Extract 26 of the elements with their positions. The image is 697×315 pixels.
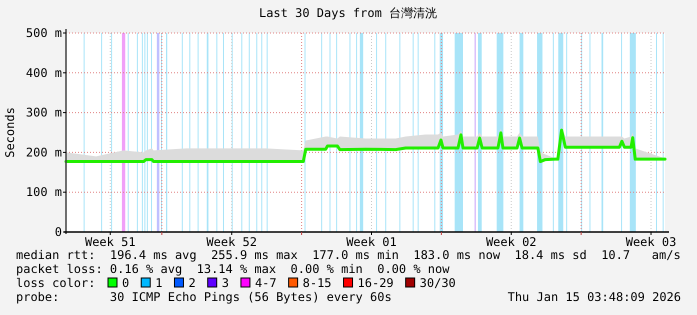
legend-label: 2 (188, 276, 196, 290)
x-tick-label: Week 02 (486, 235, 537, 249)
y-tick-label: 0 (54, 225, 62, 239)
text: Thu Jan 15 03:48:09 2026 (508, 290, 681, 304)
x-tick-label: Week 51 (84, 235, 136, 249)
legend-label: 30/30 (420, 276, 456, 290)
y-tick-label: 300 m (26, 106, 62, 120)
x-tick-label: Week 01 (346, 235, 397, 249)
legend-label: 16-29 (358, 276, 394, 290)
y-tick-label: 500 m (26, 26, 62, 40)
legend-title: loss color: (16, 276, 96, 290)
y-tick-label: 200 m (26, 145, 62, 160)
y-tick-label: 400 m (26, 66, 62, 80)
text: median rtt: 196.4 ms avg 255.9 ms max 177.0 ms min 183.0 ms now 18.4 ms sd 10.7 am/s (16, 248, 681, 262)
y-tick-label: 100 m (26, 185, 62, 200)
legend-label: 0 (122, 276, 130, 290)
legend-label: 1 (155, 276, 162, 290)
y-axis-title: Seconds (3, 107, 17, 158)
chart-title: Last 30 Days from 台灣清洸 (258, 6, 438, 20)
x-tick-label: Week 52 (206, 235, 258, 249)
text: probe: 30 ICMP Echo Pings (56 Bytes) every 60s (16, 290, 392, 304)
legend-label: 3 (222, 276, 229, 290)
legend-label: 4-7 (254, 276, 277, 290)
x-tick-label: Week 03 (626, 235, 676, 249)
text: packet loss: 0.16 % avg 13.14 % max 0.00 % min 0.00 % now (16, 262, 450, 276)
legend-label: 8-15 (302, 276, 332, 290)
